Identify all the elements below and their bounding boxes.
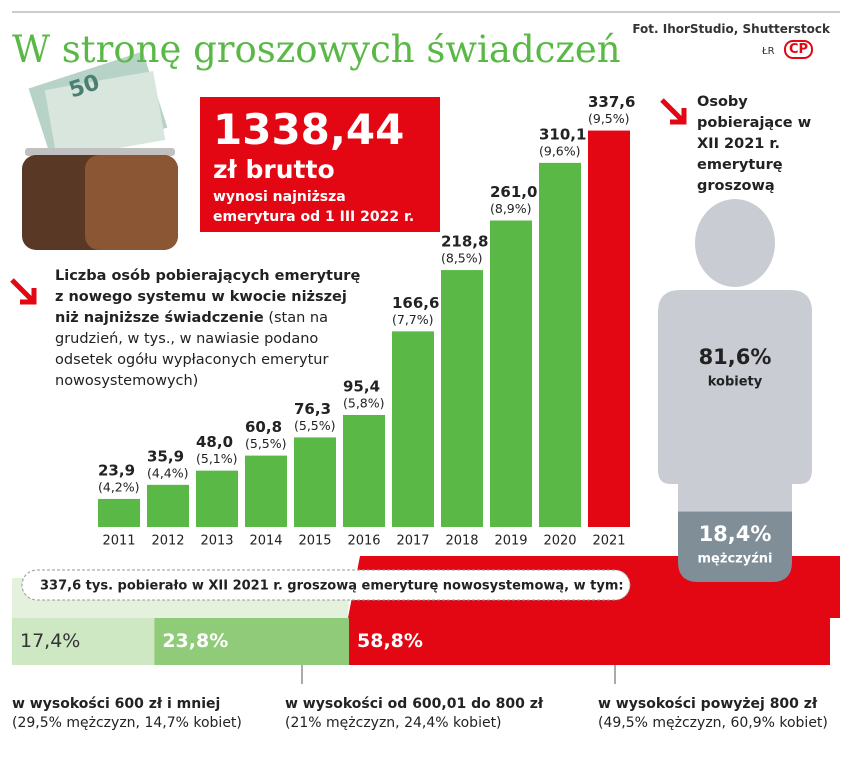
value-label: 166,6 bbox=[392, 294, 439, 312]
value-label: 76,3 bbox=[294, 400, 331, 418]
bar bbox=[392, 331, 434, 527]
pictogram-value-label: 81,6% bbox=[699, 345, 772, 369]
percent-label: (5,5%) bbox=[245, 436, 287, 451]
arrow-icon bbox=[10, 278, 37, 305]
value-label: 48,0 bbox=[196, 433, 233, 451]
value-label: 337,6 bbox=[588, 93, 635, 111]
logo: CP bbox=[784, 40, 814, 59]
x-tick-label: 2012 bbox=[151, 534, 184, 549]
pictogram-value-label: 18,4% bbox=[699, 522, 772, 546]
pictogram-name: kobiety bbox=[708, 375, 763, 390]
author: ŁR bbox=[762, 46, 775, 57]
bar bbox=[343, 414, 385, 527]
description: Liczba osób pobierających emeryturę z no… bbox=[55, 266, 373, 392]
segment-detail: (29,5% mężczyzn, 14,7% kobiet) bbox=[12, 715, 242, 731]
segment-name: w wysokości od 600,01 do 800 zł bbox=[285, 696, 544, 712]
percent-label: (5,8%) bbox=[343, 395, 385, 410]
value-label: 95,4 bbox=[343, 377, 380, 395]
bar bbox=[196, 470, 238, 527]
value-label: 35,9 bbox=[147, 447, 184, 465]
percent-label: (4,2%) bbox=[98, 479, 140, 494]
segment-label: 17,4% bbox=[20, 630, 80, 652]
title: W stronę groszowych świadczeń bbox=[12, 28, 621, 71]
person-segment bbox=[658, 511, 812, 582]
value-label: 310,1 bbox=[539, 125, 586, 143]
summary-pill bbox=[21, 569, 631, 601]
segment-detail: (49,5% mężczyzn, 60,9% kobiet) bbox=[598, 715, 828, 731]
stacked-segment bbox=[349, 618, 830, 665]
percent-label: (5,5%) bbox=[294, 418, 336, 433]
bar bbox=[147, 484, 189, 527]
bar bbox=[98, 498, 140, 527]
arrow-icon bbox=[660, 98, 687, 125]
pictogram-title: Osoby pobierające w XII 2021 r. emerytur… bbox=[697, 94, 812, 194]
segment-name: w wysokości powyżej 800 zł bbox=[598, 696, 818, 712]
value-label: 261,0 bbox=[490, 183, 537, 201]
value-label: 60,8 bbox=[245, 418, 282, 436]
percent-label: (4,4%) bbox=[147, 465, 189, 480]
segment-name: w wysokości 600 zł i mniej bbox=[12, 696, 220, 712]
x-tick-label: 2014 bbox=[249, 534, 282, 549]
description-text: (stan na grudzień, w tys., w nawiasie po… bbox=[55, 310, 329, 389]
percent-label: (9,5%) bbox=[588, 111, 630, 126]
highlight-box: 1338,44 zł brutto wynosi najniższa emery… bbox=[200, 97, 440, 232]
percent-label: (7,7%) bbox=[392, 312, 434, 327]
x-tick-label: 2013 bbox=[200, 534, 233, 549]
bar bbox=[539, 162, 581, 527]
x-tick-label: 2019 bbox=[494, 534, 527, 549]
wallet-illustration: 50 bbox=[22, 51, 178, 250]
x-tick-label: 2021 bbox=[592, 534, 625, 549]
segment-label: 23,8% bbox=[162, 630, 228, 652]
bar bbox=[490, 220, 532, 528]
bar bbox=[441, 270, 483, 527]
percent-label: (5,1%) bbox=[196, 451, 238, 466]
source: Fot. IhorStudio, Shutterstock bbox=[632, 22, 830, 36]
highlight-text: wynosi najniższa emerytura od 1 III 2022… bbox=[213, 189, 415, 225]
stacked-segment bbox=[12, 618, 155, 665]
stacked-title: 337,6 tys. pobierało w XII 2021 r. grosz… bbox=[40, 579, 624, 594]
x-tick-label: 2017 bbox=[396, 534, 429, 549]
x-tick-label: 2020 bbox=[543, 534, 576, 549]
percent-label: (8,9%) bbox=[490, 201, 532, 216]
bar bbox=[294, 437, 336, 527]
value-label: 23,9 bbox=[98, 461, 135, 479]
highlight-amount: 1338,44 bbox=[213, 105, 405, 154]
bar bbox=[588, 130, 630, 527]
x-tick-label: 2016 bbox=[347, 534, 380, 549]
description-lead: Liczba osób pobierających emeryturę z no… bbox=[55, 268, 361, 326]
x-tick-label: 2018 bbox=[445, 534, 478, 549]
segment-detail: (21% mężczyzn, 24,4% kobiet) bbox=[285, 715, 502, 731]
segment-label: 58,8% bbox=[357, 630, 423, 652]
x-tick-label: 2015 bbox=[298, 534, 331, 549]
percent-label: (8,5%) bbox=[441, 251, 483, 266]
percent-label: (9,6%) bbox=[539, 143, 581, 158]
pictogram-name: mężczyźni bbox=[698, 551, 773, 566]
x-tick-label: 2011 bbox=[102, 534, 135, 549]
bar bbox=[245, 455, 287, 527]
value-label: 218,8 bbox=[441, 233, 488, 251]
highlight-unit: zł brutto bbox=[213, 155, 335, 184]
stacked-segment bbox=[154, 618, 350, 665]
